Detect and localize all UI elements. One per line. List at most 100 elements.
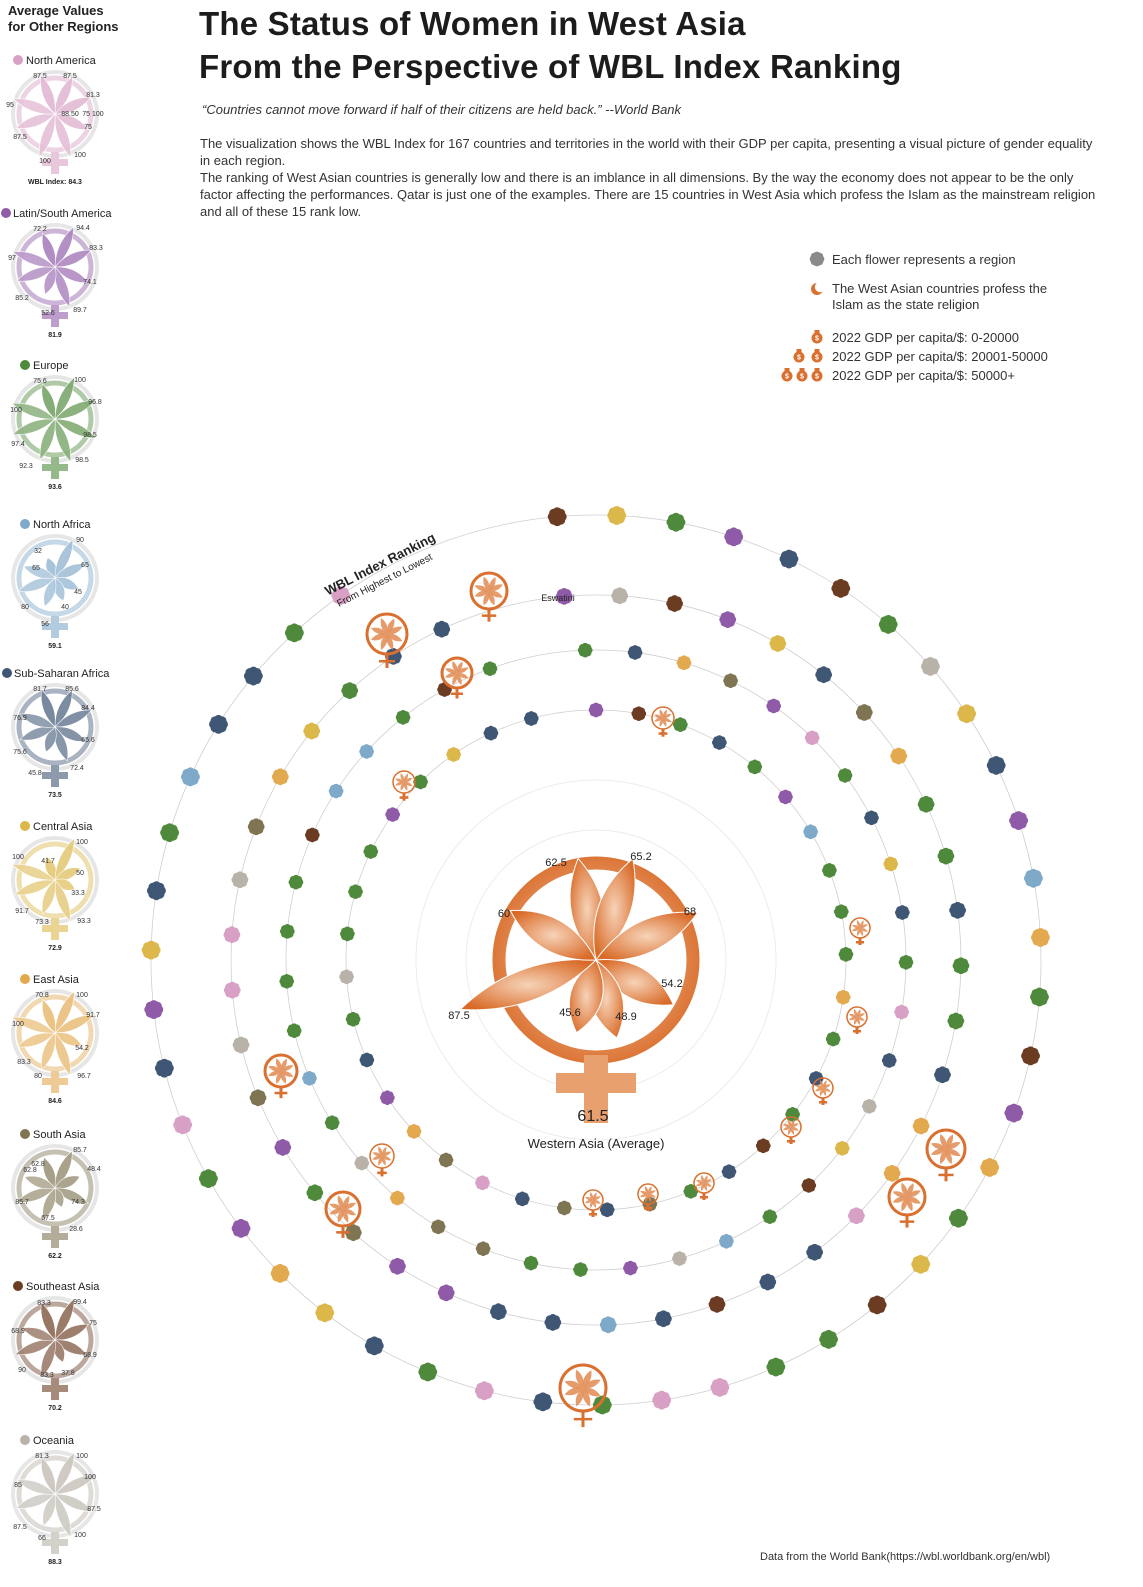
region-value-label: 75.6 <box>13 749 27 756</box>
country-flower <box>303 722 321 740</box>
region-inner-ring <box>16 841 94 919</box>
region-petal <box>40 1339 56 1379</box>
country-flower <box>724 527 744 547</box>
region-petal <box>38 113 56 158</box>
region-value-label: 75.6 <box>33 378 47 385</box>
region-petal <box>41 232 56 268</box>
region-petal <box>54 113 72 158</box>
west-asia-flower <box>263 1053 299 1099</box>
region-value-label: 75 <box>84 124 92 131</box>
country-flower <box>364 1336 384 1356</box>
country-flower <box>173 1115 193 1135</box>
region-dot <box>20 1435 30 1445</box>
country-flower <box>418 1362 438 1382</box>
region-south-asia: South Asia 62.8 85.7 48.4 74.3 28.6 67.5 85.7 62… <box>11 1129 101 1260</box>
region-petal <box>11 1016 56 1034</box>
country-flower <box>406 1124 422 1139</box>
country-flower <box>934 1066 951 1084</box>
country-flower <box>766 1357 786 1377</box>
country-flower <box>180 767 200 787</box>
country-flower <box>920 656 940 676</box>
country-flower <box>766 698 782 714</box>
region-value-label: 80 <box>21 604 29 611</box>
west-asia-flower <box>369 1143 395 1177</box>
country-flower <box>819 1329 839 1349</box>
region-petal <box>23 565 56 579</box>
country-flower <box>231 1218 251 1238</box>
region-value-label: 96.8 <box>88 399 102 406</box>
region-value-label: 88.50 <box>61 111 79 118</box>
region-petal <box>11 402 56 420</box>
center-grid-ring <box>415 779 777 1141</box>
country-flower <box>304 827 320 843</box>
country-flower <box>883 1164 901 1182</box>
country-flower <box>957 704 977 724</box>
region-dot <box>13 55 23 65</box>
country-flower <box>533 1392 553 1412</box>
region-value-label: 81.3 <box>35 1453 49 1460</box>
country-flower <box>838 947 854 962</box>
region-value-label: 72.2 <box>33 226 47 233</box>
page-title: The Status of Women in West Asia From th… <box>199 2 902 88</box>
west-asia-flower <box>849 917 871 945</box>
money-bag-icon: $ <box>811 349 823 363</box>
country-flower <box>395 709 411 725</box>
west-asia-flower <box>440 656 474 699</box>
region-value-label: 33.3 <box>71 890 85 897</box>
center-index: 61.5 <box>577 1108 608 1125</box>
country-flower <box>1009 811 1029 831</box>
country-flower <box>755 1138 771 1154</box>
country-flower <box>354 1155 370 1171</box>
country-flower <box>340 926 355 942</box>
region-value-label: 85 <box>14 1482 22 1489</box>
region-value-label: 98.5 <box>75 457 89 464</box>
legend-gdp-text: 2022 GDP per capita/$: 0-20000 <box>832 330 1019 345</box>
country-flower <box>433 620 451 638</box>
country-flower <box>475 1241 491 1257</box>
region-petal <box>40 74 56 115</box>
region-value-label: 62.8 <box>31 1161 45 1168</box>
west-asia-flower <box>582 1189 604 1217</box>
west-asia-flower <box>469 571 509 622</box>
region-value-label: 87.5 <box>13 1524 27 1531</box>
region-index: 72.9 <box>48 945 62 952</box>
country-flower <box>288 874 304 890</box>
region-petal <box>54 266 89 283</box>
country-flower <box>279 924 295 939</box>
region-index: 93.6 <box>48 484 62 491</box>
region-inner-ring <box>16 539 94 617</box>
region-value-label: 97 <box>8 255 16 262</box>
country-flower <box>912 1117 930 1135</box>
region-value-label: 81.3 <box>86 92 100 99</box>
region-petal <box>21 1327 56 1341</box>
country-flower <box>390 1190 405 1206</box>
region-value-label: 98.5 <box>83 432 97 439</box>
country-flower <box>413 774 428 790</box>
country-flower <box>631 706 647 722</box>
region-value-label: 72.4 <box>70 765 84 772</box>
region-sub-saharan-africa: Sub-Saharan Africa 81.7 85.6 84.4 65.6 72.4 45… <box>2 668 110 799</box>
region-petal <box>54 226 74 268</box>
country-flower <box>808 1071 824 1086</box>
description: The visualization shows the WBL Index fo… <box>200 135 1100 220</box>
west-asia-flower <box>392 770 416 801</box>
country-flower <box>878 614 898 634</box>
country-flower <box>483 725 499 741</box>
region-value-label: 50 <box>76 870 84 877</box>
region-petal <box>16 266 56 282</box>
svg-text:$: $ <box>815 355 819 362</box>
region-value-label: 76.9 <box>13 715 27 722</box>
region-petal <box>54 689 73 728</box>
region-value-label: 87.5 <box>87 1506 101 1513</box>
center-petal <box>568 959 604 1034</box>
country-flower <box>710 1377 730 1397</box>
region-value-label: 100 <box>76 992 88 999</box>
center-value-label: 48.9 <box>615 1011 636 1023</box>
country-flower <box>345 1011 361 1027</box>
country-flower <box>822 863 837 878</box>
region-value-label: 70.8 <box>35 992 49 999</box>
center-value-label: 45.6 <box>559 1007 580 1019</box>
country-flower <box>779 549 799 569</box>
region-value-label: 56 <box>41 621 49 628</box>
region-value-label: 100 <box>74 377 86 384</box>
